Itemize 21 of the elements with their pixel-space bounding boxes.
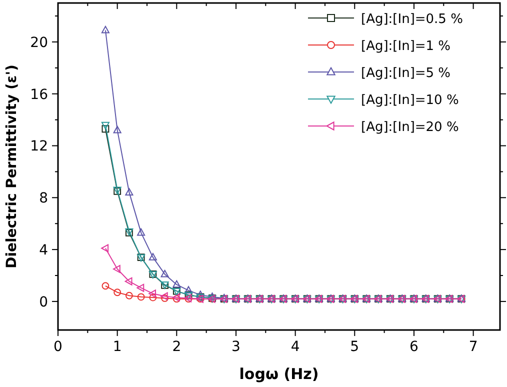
x-tick-label: 4 [290,339,300,355]
legend-label: [Ag]:[In]=10 % [361,93,459,108]
y-tick-label: 20 [30,34,48,51]
y-tick-label: 4 [39,242,48,259]
x-axis-title: logω (Hz) [239,365,319,383]
legend-label: [Ag]:[In]=0.5 % [361,12,463,27]
x-tick-label: 2 [172,339,182,355]
y-tick-label: 16 [30,86,48,103]
x-tick-label: 0 [54,339,62,355]
x-tick-label: 5 [350,339,360,355]
x-tick-label: 7 [468,339,478,355]
legend-label: [Ag]:[In]=1 % [361,39,451,54]
y-axis-title: Dielectric Permittivity (ε') [4,64,20,268]
x-tick-label: 3 [232,339,240,355]
y-tick-label: 0 [39,294,48,310]
y-tick-label: 8 [39,190,48,207]
legend-label: [Ag]:[In]=5 % [361,66,451,81]
y-tick-label: 12 [30,138,48,155]
x-tick-label: 1 [112,339,122,355]
legend-label: [Ag]:[In]=20 % [361,120,459,135]
x-tick-label: 6 [410,339,419,355]
